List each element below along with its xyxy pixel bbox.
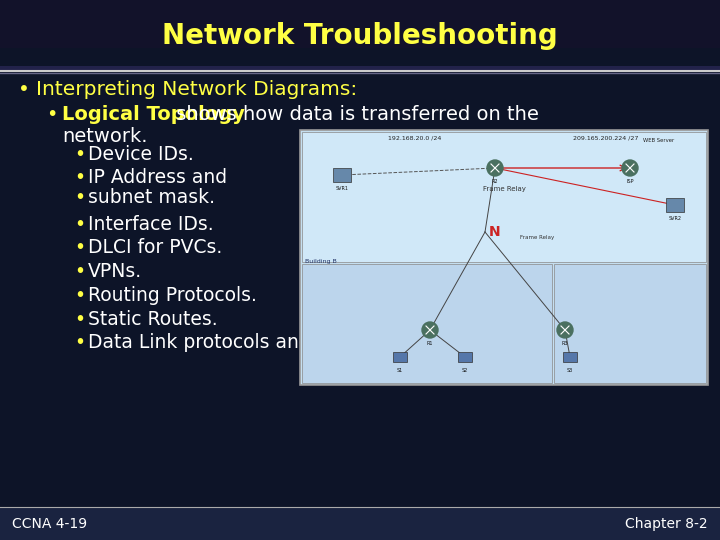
Text: VPNs.: VPNs. (88, 262, 142, 281)
Text: DLCI for PVCs.: DLCI for PVCs. (88, 238, 222, 257)
FancyBboxPatch shape (0, 507, 720, 540)
FancyBboxPatch shape (0, 48, 720, 508)
Text: Device IDs.: Device IDs. (88, 145, 194, 164)
FancyBboxPatch shape (0, 66, 720, 70)
Text: 192.168.20.0 /24: 192.168.20.0 /24 (387, 136, 441, 141)
Text: •: • (74, 262, 85, 281)
Text: shows how data is transferred on the: shows how data is transferred on the (170, 105, 539, 124)
Text: S3: S3 (567, 368, 573, 373)
Text: S1: S1 (397, 368, 403, 373)
Text: Logical Topology: Logical Topology (62, 105, 245, 124)
Text: Static Routes.: Static Routes. (88, 310, 217, 329)
Text: •: • (46, 105, 58, 124)
Text: R3: R3 (562, 341, 568, 346)
FancyBboxPatch shape (393, 352, 407, 362)
Text: R2: R2 (492, 179, 498, 184)
FancyBboxPatch shape (333, 168, 351, 182)
Text: SVR1: SVR1 (336, 186, 348, 191)
Text: Interface IDs.: Interface IDs. (88, 215, 214, 234)
Text: 209.165.200.224 /27: 209.165.200.224 /27 (573, 136, 639, 141)
Circle shape (622, 160, 638, 176)
FancyBboxPatch shape (300, 130, 708, 385)
Text: WEB Server: WEB Server (644, 138, 675, 143)
Text: SVR2: SVR2 (668, 216, 682, 221)
Text: Network Troubleshooting: Network Troubleshooting (162, 22, 558, 50)
Text: •: • (74, 333, 85, 352)
Circle shape (487, 160, 503, 176)
FancyBboxPatch shape (554, 264, 706, 383)
Text: Frame Relay: Frame Relay (520, 234, 554, 240)
Text: •: • (74, 188, 85, 207)
Text: IP Address and: IP Address and (88, 168, 227, 187)
FancyBboxPatch shape (563, 352, 577, 362)
Text: S2: S2 (462, 368, 468, 373)
Text: Chapter 8-2: Chapter 8-2 (626, 517, 708, 531)
Text: Data Link protocols and WAN Technologies.: Data Link protocols and WAN Technologies… (88, 333, 493, 352)
Circle shape (422, 322, 438, 338)
Text: •: • (74, 168, 85, 187)
Text: subnet mask.: subnet mask. (88, 188, 215, 207)
Text: •: • (74, 145, 85, 164)
Text: •: • (18, 80, 30, 99)
Text: Building B: Building B (305, 259, 337, 264)
FancyBboxPatch shape (302, 264, 552, 383)
FancyBboxPatch shape (458, 352, 472, 362)
Text: network.: network. (62, 127, 148, 146)
Circle shape (557, 322, 573, 338)
FancyBboxPatch shape (0, 0, 720, 72)
FancyBboxPatch shape (666, 198, 684, 212)
Text: N: N (489, 225, 501, 239)
Text: Interpreting Network Diagrams:: Interpreting Network Diagrams: (36, 80, 357, 99)
Text: Routing Protocols.: Routing Protocols. (88, 286, 257, 305)
FancyBboxPatch shape (302, 132, 706, 262)
Text: Frame Relay: Frame Relay (482, 186, 526, 192)
Text: ISP: ISP (626, 179, 634, 184)
Text: •: • (74, 215, 85, 234)
Text: •: • (74, 286, 85, 305)
Text: CCNA 4-19: CCNA 4-19 (12, 517, 87, 531)
Text: •: • (74, 310, 85, 329)
Text: •: • (74, 238, 85, 257)
Text: R1: R1 (427, 341, 433, 346)
